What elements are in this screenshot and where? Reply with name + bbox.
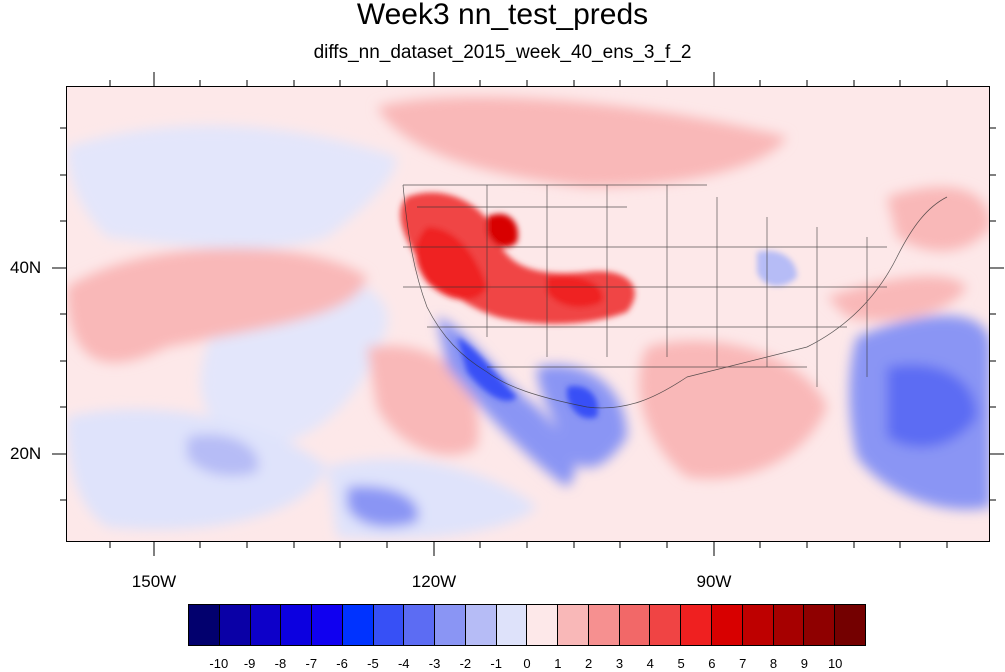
colorbar-swatch (804, 605, 836, 645)
lon-label-90w: 90W (696, 572, 732, 591)
lat-label-40n: 40N (10, 258, 42, 277)
colorbar-swatch (773, 605, 805, 645)
colorbar-swatch (312, 605, 343, 645)
colorbar-swatch (742, 605, 774, 645)
colorbar (188, 604, 866, 646)
colorbar-tick-label: 5 (677, 656, 685, 671)
plot-subtitle: diffs_nn_dataset_2015_week_40_ens_3_f_2 (313, 42, 692, 63)
colorbar-tick-label: 8 (769, 656, 778, 671)
colorbar-swatch (465, 605, 497, 645)
colorbar-tick-label: 7 (739, 656, 747, 671)
colorbar-swatch (650, 605, 682, 645)
colorbar-swatch (619, 605, 651, 645)
colorbar-tick-label: -1 (490, 656, 502, 671)
colorbar-tick-label: -4 (397, 656, 410, 671)
lat-label-20n: 20N (10, 444, 42, 463)
colorbar-tick-label: -6 (336, 656, 348, 671)
map-panel (66, 86, 990, 542)
colorbar-swatch (496, 605, 528, 645)
colorbar-tick-label: -5 (367, 656, 379, 671)
colorbar-swatch (712, 605, 743, 645)
colorbar-swatch (527, 605, 559, 645)
colorbar-swatch (435, 605, 466, 645)
colorbar-swatch (588, 605, 620, 645)
colorbar-tick-label: -9 (243, 656, 256, 671)
colorbar-tick-label: 0 (523, 656, 531, 671)
colorbar-swatch (404, 605, 436, 645)
colorbar-tick-label: -3 (428, 656, 441, 671)
plot-title: Week3 nn_test_preds (356, 0, 649, 31)
anomaly-field (67, 87, 989, 541)
colorbar-tick-label: 2 (585, 656, 593, 671)
colorbar-tick-label: -7 (305, 656, 318, 671)
colorbar-tick-label: -10 (209, 656, 229, 671)
colorbar-swatch (373, 605, 405, 645)
colorbar-swatch (189, 605, 220, 645)
colorbar-tick-label: 9 (800, 656, 808, 671)
colorbar-swatch (281, 605, 313, 645)
colorbar-swatch (681, 605, 713, 645)
colorbar-tick-label: -8 (274, 656, 287, 671)
colorbar-tick-label: 1 (554, 656, 562, 671)
lon-label-150w: 150W (131, 572, 177, 591)
colorbar-tick-label: -2 (459, 656, 472, 671)
colorbar-tick-label: 3 (615, 656, 624, 671)
colorbar-tick-label: 10 (827, 656, 843, 671)
colorbar-swatch (835, 605, 865, 645)
colorbar-tick-label: 4 (646, 656, 654, 671)
lon-label-120w: 120W (411, 572, 457, 591)
colorbar-swatch (342, 605, 374, 645)
colorbar-swatch (250, 605, 282, 645)
colorbar-swatch (558, 605, 589, 645)
colorbar-tick-label: 6 (708, 656, 716, 671)
colorbar-swatch (219, 605, 251, 645)
